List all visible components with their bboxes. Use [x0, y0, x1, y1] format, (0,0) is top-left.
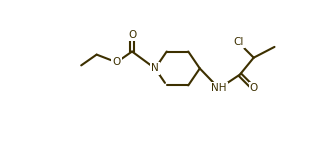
Text: O: O: [128, 30, 136, 40]
Text: O: O: [112, 57, 121, 67]
Text: Cl: Cl: [233, 37, 244, 47]
Text: O: O: [250, 83, 258, 93]
Text: NH: NH: [211, 83, 227, 93]
Text: N: N: [151, 64, 159, 74]
